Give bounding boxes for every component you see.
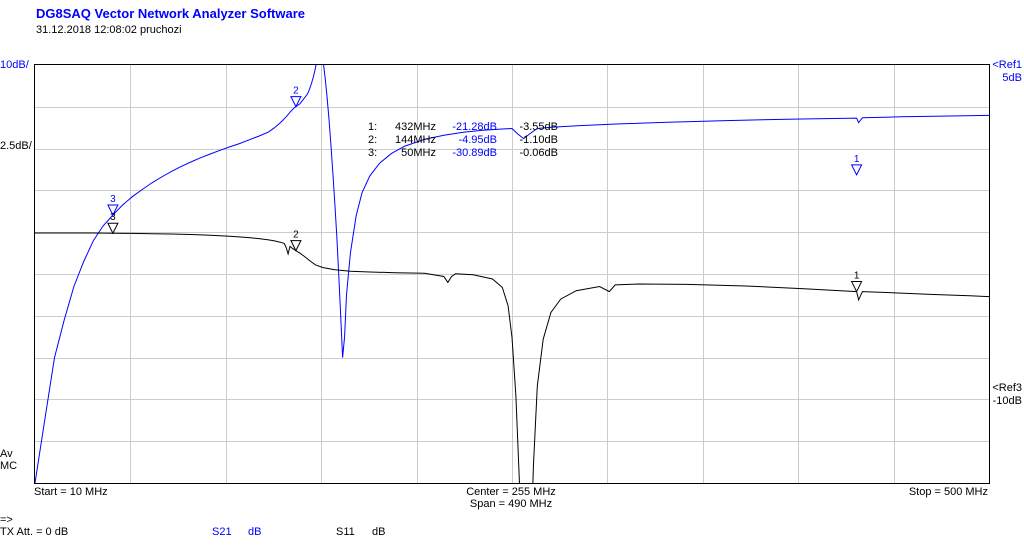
axis-start-label: Start = 10 MHz bbox=[34, 486, 108, 498]
marker-row-idx: 2: bbox=[368, 134, 377, 146]
footer-arrow: => bbox=[0, 514, 13, 526]
legend-s11-unit: dB bbox=[372, 526, 385, 538]
marker-row-s11: -3.55dB bbox=[508, 121, 558, 133]
marker-row-freq: 50MHz bbox=[388, 147, 436, 159]
y2-scale-label: 2.5dB/ bbox=[0, 140, 32, 152]
legend-s11[interactable]: S11 bbox=[336, 526, 355, 538]
marker-row-idx: 1: bbox=[368, 121, 377, 133]
app-subtitle: 31.12.2018 12:08:02 pruchozi bbox=[36, 24, 182, 36]
svg-text:3: 3 bbox=[110, 194, 116, 205]
axis-span-label: Span = 490 MHz bbox=[461, 498, 561, 510]
ref1-value: 5dB bbox=[1002, 72, 1022, 84]
axis-stop-label: Stop = 500 MHz bbox=[909, 486, 988, 498]
app-title: DG8SAQ Vector Network Analyzer Software bbox=[36, 6, 305, 21]
avg-label: Av bbox=[0, 448, 13, 460]
marker-s11-1: 1 bbox=[852, 271, 862, 292]
svg-text:1: 1 bbox=[854, 154, 860, 165]
svg-text:2: 2 bbox=[293, 86, 299, 97]
ref3-value: -10dB bbox=[993, 395, 1022, 407]
svg-text:1: 1 bbox=[854, 271, 860, 282]
marker-row-freq: 432MHz bbox=[388, 121, 436, 133]
axis-center-label: Center = 255 MHz bbox=[461, 486, 561, 498]
svg-text:2: 2 bbox=[293, 230, 299, 241]
y1-scale-label: 10dB/ bbox=[0, 59, 29, 71]
marker-row-s21: -4.95dB bbox=[443, 134, 497, 146]
svg-text:3: 3 bbox=[110, 212, 116, 223]
legend-s21[interactable]: S21 bbox=[212, 526, 232, 538]
ref3-label: <Ref3 bbox=[992, 382, 1022, 394]
footer-tx-att: TX Att. = 0 dB bbox=[0, 526, 68, 538]
legend-s21-unit: dB bbox=[248, 526, 261, 538]
marker-row-freq: 144MHz bbox=[388, 134, 436, 146]
marker-s11-3: 3 bbox=[108, 212, 118, 233]
marker-row-s11: -0.06dB bbox=[508, 147, 558, 159]
marker-row-s21: -30.89dB bbox=[443, 147, 497, 159]
mc-label: MC bbox=[0, 460, 17, 472]
marker-row-s11: -1.10dB bbox=[508, 134, 558, 146]
marker-s21-1: 1 bbox=[852, 154, 862, 175]
marker-row-idx: 3: bbox=[368, 147, 377, 159]
ref1-label: <Ref1 bbox=[992, 59, 1022, 71]
marker-s21-2: 2 bbox=[291, 86, 301, 107]
marker-row-s21: -21.28dB bbox=[443, 121, 497, 133]
